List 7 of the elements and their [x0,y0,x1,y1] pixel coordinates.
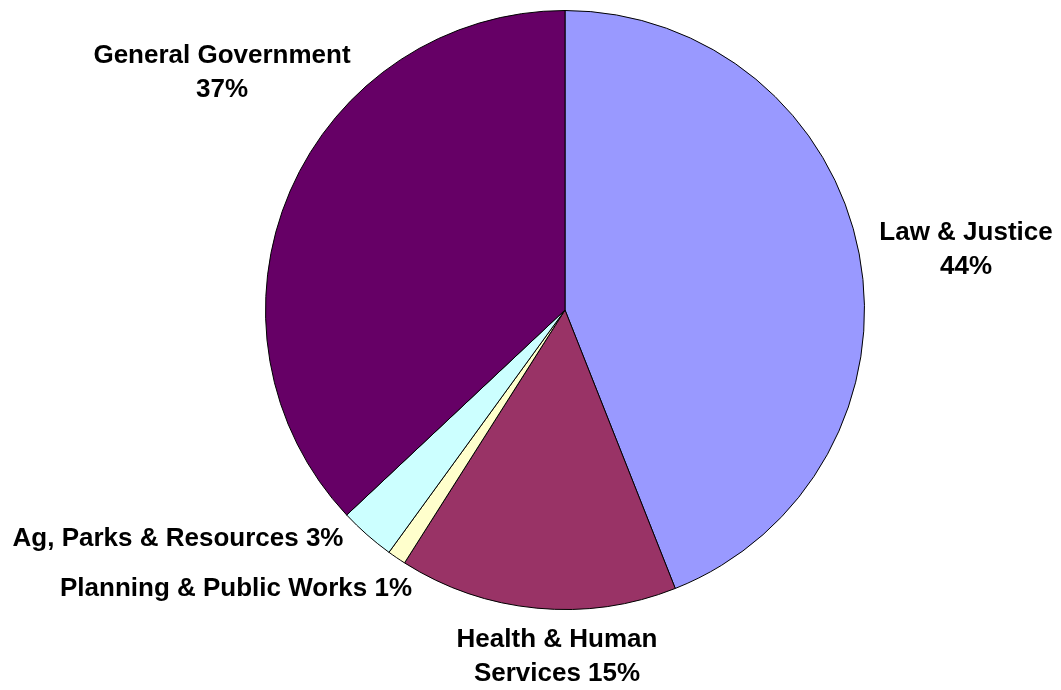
slice-label: Law & Justice [879,216,1053,247]
data-label: 37% [195,73,249,104]
slice-label: General Government [93,39,351,70]
slice-label: Ag, Parks & Resources 3% [12,522,344,553]
data-label: 44% [939,250,993,281]
slice-label: Planning & Public Works 1% [59,572,413,603]
slice-label: Health & Human Services 15% [456,623,658,688]
